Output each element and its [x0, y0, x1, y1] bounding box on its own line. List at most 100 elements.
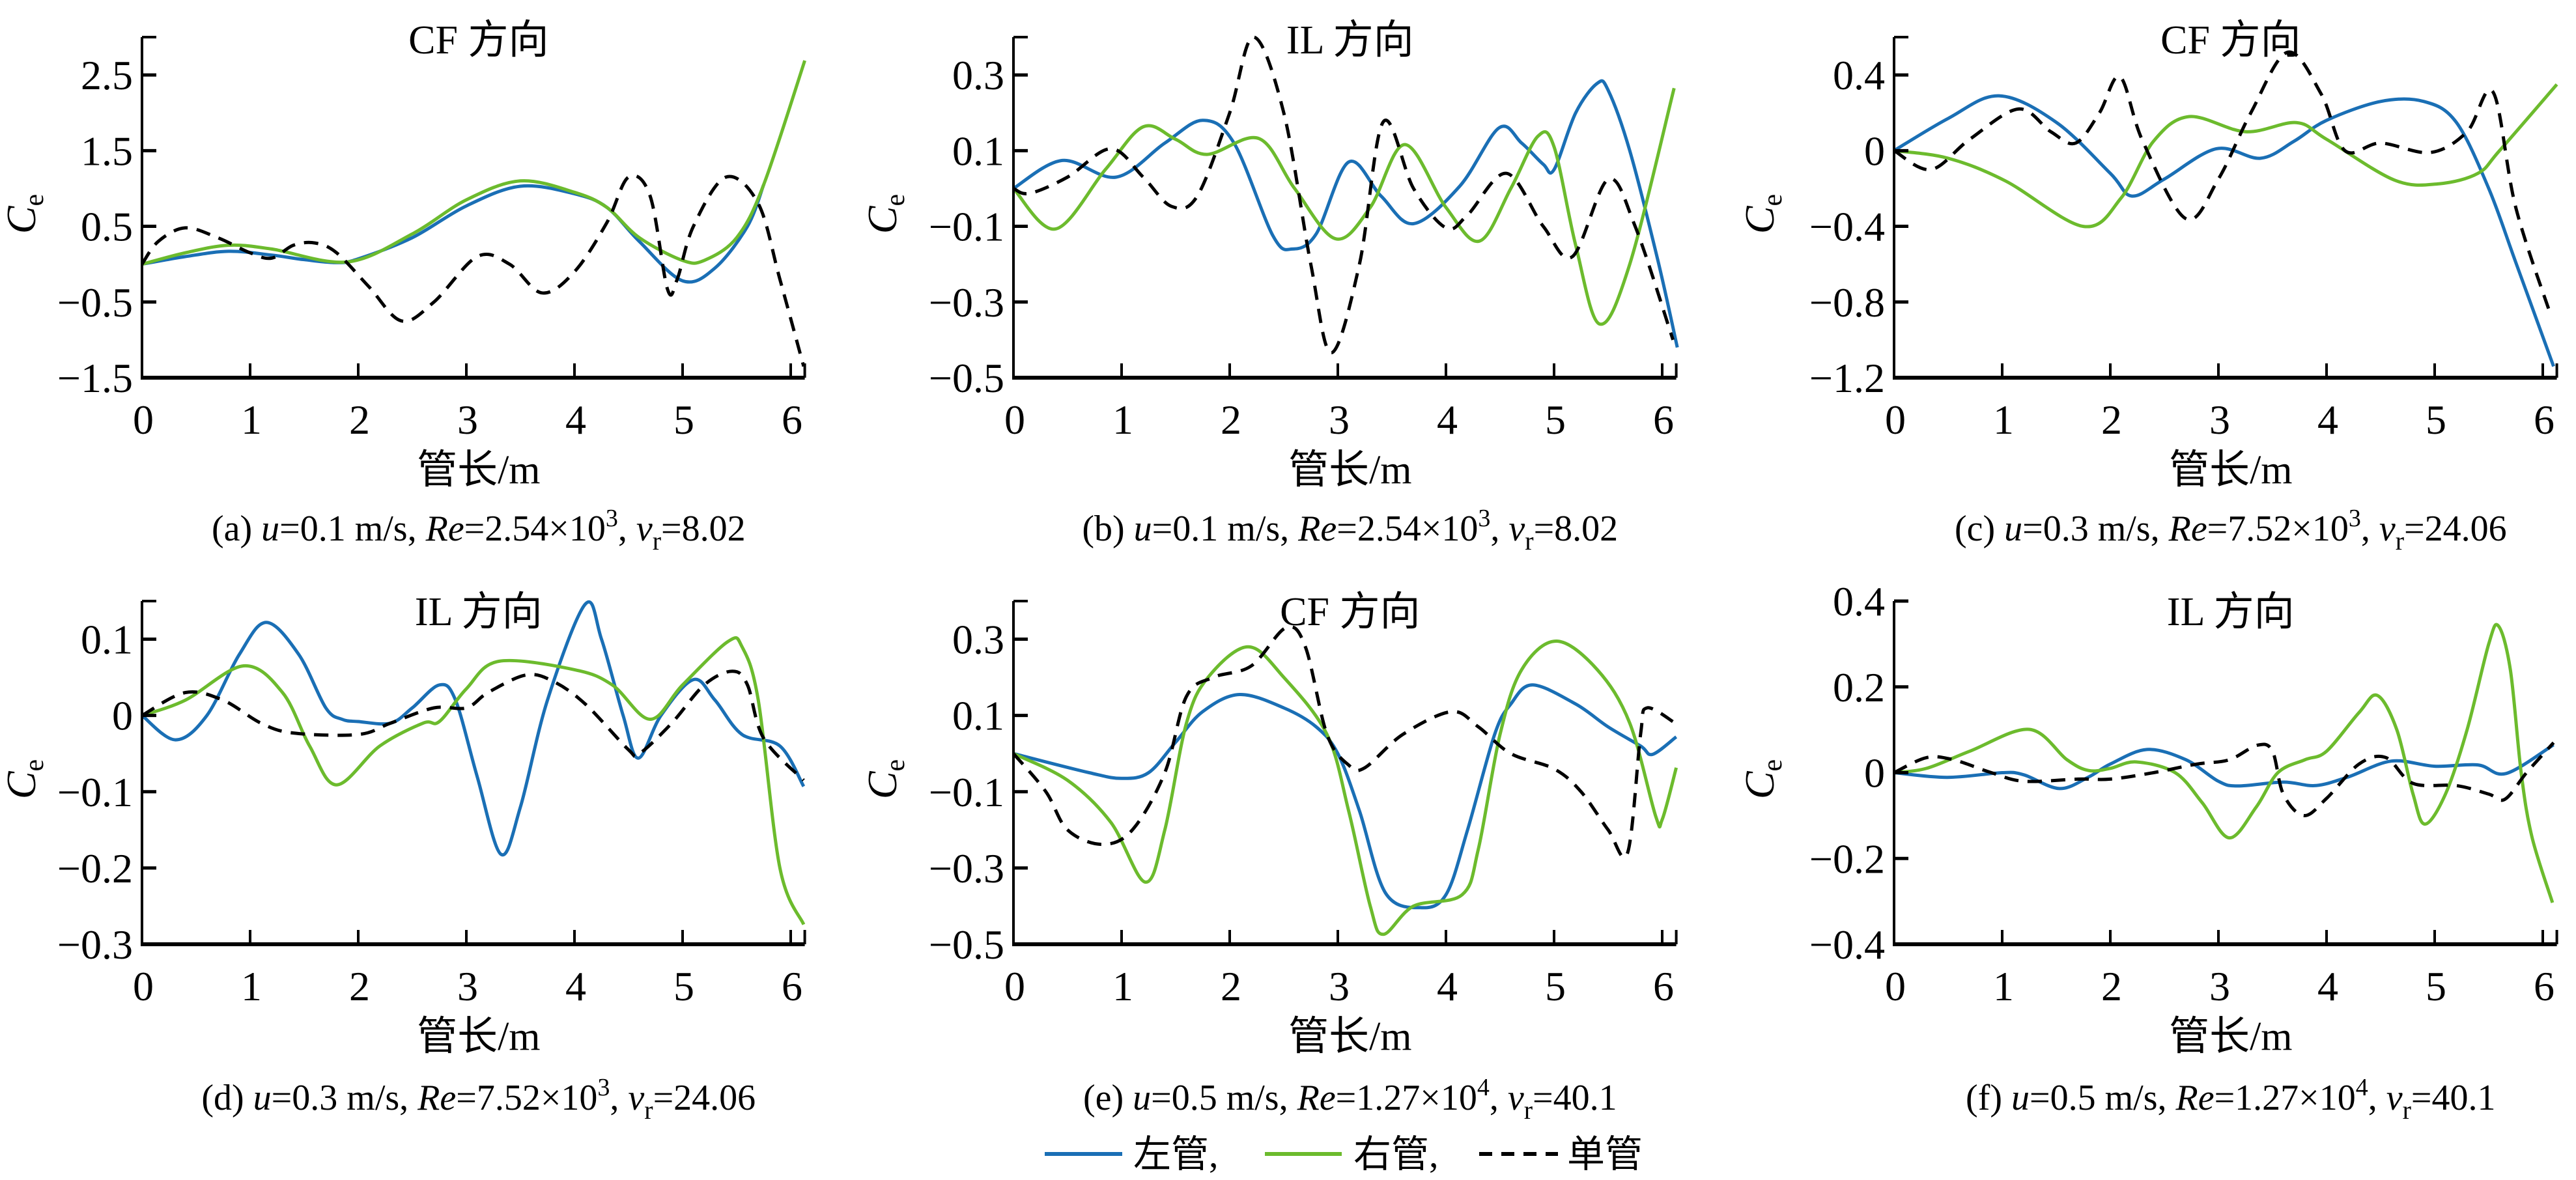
series-line-single-pipe	[1893, 50, 2553, 318]
caption-re: Re	[2168, 509, 2207, 549]
x-tick-label: 6	[1653, 963, 1674, 1009]
x-tick-label: 3	[1329, 963, 1350, 1009]
caption-v-val: =40.1	[2411, 1078, 2496, 1118]
caption-label: (e)	[1083, 1078, 1133, 1118]
y-tick-label: −0.4	[1809, 921, 1885, 968]
y-axis-label-main: C	[1736, 770, 1783, 799]
caption-v-sub: r	[2396, 526, 2404, 555]
panel-c: CF 方向0.40−0.4−0.8−1.20 1 2 3 4 5 6管长/mCe(c) u=…	[1736, 18, 2558, 555]
x-axis-label: 管长/m	[2169, 1015, 2292, 1059]
x-tick-label: 2	[2101, 397, 2122, 443]
panel-caption: (c) u=0.3 m/s, Re=7.52×103, vr=24.06	[1955, 505, 2507, 555]
x-tick-label: 5	[1545, 963, 1566, 1009]
x-tick-label: 1	[241, 397, 262, 443]
y-tick-label: −0.3	[57, 921, 133, 968]
y-tick-label: 0.1	[81, 617, 133, 663]
y-axis-label-subscript: e	[1758, 759, 1788, 772]
y-axis-label: Ce	[1736, 194, 1788, 234]
caption-sep: ,	[1490, 509, 1508, 549]
y-tick-label: −0.1	[929, 204, 1004, 250]
x-tick-label: 3	[457, 963, 478, 1009]
panel-title: CF 方向	[2160, 18, 2300, 63]
caption-u-val: =0.1 m/s,	[1152, 509, 1299, 549]
x-axis-label: 管长/m	[2169, 448, 2292, 492]
series-line-left-pipe	[1893, 94, 2555, 367]
x-tick-label: 4	[1437, 397, 1458, 443]
panel-title: IL 方向	[2167, 590, 2295, 634]
caption-label: (f)	[1966, 1078, 2011, 1118]
y-tick-label: −0.1	[57, 769, 133, 815]
caption-sep: ,	[2368, 1078, 2386, 1118]
panel-f: IL 方向0.40.20−0.2−0.40 1 2 3 4 5 6管长/mCe(f) u=0…	[1736, 578, 2558, 1125]
panel-title: CF 方向	[1280, 590, 1420, 634]
x-tick-label: 4	[565, 963, 586, 1009]
caption-u-val: =0.5 m/s,	[2030, 1078, 2176, 1118]
y-tick-label: 0.2	[1833, 664, 1885, 710]
panel-caption: (f) u=0.5 m/s, Re=1.27×104, vr=40.1	[1966, 1074, 2495, 1125]
y-tick-label: 0.1	[952, 693, 1004, 739]
y-tick-label: −1.2	[1809, 355, 1885, 401]
x-axis-label: 管长/m	[417, 448, 540, 492]
caption-u: u	[261, 509, 279, 549]
x-tick-label: 3	[2209, 397, 2230, 443]
x-tick-label: 0	[133, 963, 154, 1009]
y-tick-label: 0	[1864, 128, 1885, 174]
x-tick-label: 0	[1885, 963, 1906, 1009]
x-tick-label: 4	[2317, 397, 2338, 443]
caption-re-val: =7.52×10	[456, 1078, 597, 1118]
caption-re: Re	[417, 1078, 456, 1118]
x-tick-label: 6	[782, 397, 802, 443]
y-axis-label-main: C	[859, 770, 905, 799]
y-tick-label: 2.5	[81, 52, 133, 98]
caption-label: (c)	[1955, 509, 2004, 549]
caption-u-val: =0.1 m/s,	[279, 509, 426, 549]
y-axis-label-main: C	[1736, 205, 1783, 234]
caption-re: Re	[425, 509, 464, 549]
legend-label-left-pipe: 左管,	[1133, 1133, 1219, 1175]
x-tick-label: 2	[1221, 397, 1241, 443]
caption-v-val: =24.06	[2404, 509, 2507, 549]
series-line-single-pipe	[141, 669, 805, 781]
series-line-single-pipe	[1893, 741, 2555, 817]
caption-re: Re	[2175, 1078, 2215, 1118]
caption-re-val: =2.54×10	[464, 509, 606, 549]
series-line-right-pipe	[141, 60, 806, 266]
series-line-left-pipe	[1893, 743, 2555, 791]
panel-caption: (b) u=0.1 m/s, Re=2.54×103, vr=8.02	[1082, 505, 1618, 555]
x-tick-label: 2	[1221, 963, 1241, 1009]
caption-v-val: =40.1	[1533, 1078, 1617, 1118]
y-tick-label: −1.5	[57, 355, 133, 401]
y-axis-label-subscript: e	[20, 759, 50, 772]
caption-u-val: =0.3 m/s,	[272, 1078, 418, 1118]
caption-label: (a)	[212, 509, 261, 549]
y-tick-label: −0.2	[1809, 836, 1885, 882]
caption-label: (b)	[1082, 509, 1133, 549]
caption-re-exp: 4	[2356, 1074, 2368, 1101]
caption-re-val: =7.52×10	[2207, 509, 2349, 549]
x-axis-label: 管长/m	[1288, 1015, 1411, 1059]
series-line-right-pipe	[1012, 87, 1676, 326]
x-tick-label: 2	[349, 397, 370, 443]
caption-v-sub: r	[644, 1095, 653, 1125]
x-tick-label: 1	[241, 963, 262, 1009]
y-tick-label: −0.4	[1809, 204, 1885, 250]
panel-b: IL 方向 0.3 0.1 −0.1 −0.3 −0.50 1 2 3 4 5 6 管长/m Ce (b) …	[859, 18, 1679, 555]
caption-re-exp: 3	[1478, 505, 1490, 532]
y-axis-label-main: C	[0, 770, 44, 799]
y-tick-label: 1.5	[81, 128, 133, 174]
panel-title: IL 方向	[415, 590, 543, 634]
caption-u: u	[253, 1078, 272, 1118]
x-tick-label: 4	[565, 397, 586, 443]
caption-label: (d)	[201, 1078, 253, 1118]
panel-title: IL 方向	[1286, 18, 1414, 63]
series-line-right-pipe	[1893, 623, 2555, 903]
x-tick-label: 5	[673, 397, 694, 443]
series-line-right-pipe	[1012, 639, 1678, 936]
x-tick-label: 6	[782, 963, 802, 1009]
caption-v: v	[1508, 1078, 1524, 1118]
caption-re-val: =2.54×10	[1337, 509, 1478, 549]
caption-v-sub: r	[2403, 1095, 2411, 1125]
x-tick-label: 6	[2534, 963, 2555, 1009]
caption-re-val: =1.27×10	[1336, 1078, 1477, 1118]
series-line-right-pipe	[141, 636, 806, 925]
